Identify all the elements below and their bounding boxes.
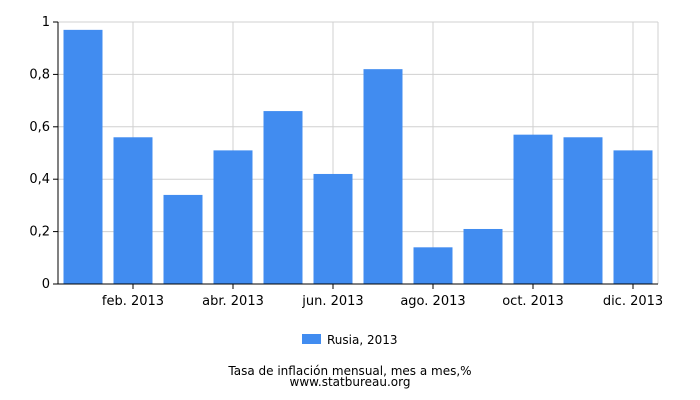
bar [313, 173, 353, 284]
x-tick-label: dic. 2013 [603, 294, 663, 309]
y-tick-label: 0 [42, 277, 50, 292]
bar [563, 137, 603, 284]
y-tick-labels: 0 0,2 0,4 0,6 0,8 1 [29, 15, 50, 292]
y-tick-label: 0,4 [29, 172, 50, 187]
bar [163, 194, 203, 284]
bar [413, 247, 453, 284]
bar [63, 29, 103, 284]
legend: Rusia, 2013 [302, 333, 398, 347]
y-tick-label: 0,2 [29, 225, 50, 240]
bar [213, 150, 253, 284]
legend-swatch [302, 334, 321, 344]
legend-label: Rusia, 2013 [327, 333, 398, 347]
bar [513, 134, 553, 284]
chart-caption: Tasa de inflación mensual, mes a mes,% [227, 364, 471, 378]
y-tick-label: 1 [42, 15, 50, 30]
bar [463, 228, 503, 284]
bar [263, 111, 303, 284]
x-tick-label: ago. 2013 [400, 294, 465, 309]
x-tick-label: feb. 2013 [102, 294, 164, 309]
grid [58, 21, 659, 285]
bar [363, 69, 403, 284]
y-tick-label: 0,6 [29, 120, 50, 135]
x-tick-label: jun. 2013 [301, 294, 363, 309]
y-tick-label: 0,8 [29, 67, 50, 82]
source-caption: www.statbureau.org [290, 375, 411, 389]
x-tick-label: oct. 2013 [502, 294, 564, 309]
bar [113, 137, 153, 284]
x-tick-labels: feb. 2013 abr. 2013 jun. 2013 ago. 2013 oct.… [102, 294, 663, 309]
bars [63, 29, 653, 284]
axes [53, 21, 658, 289]
bar [613, 150, 653, 284]
x-tick-label: abr. 2013 [202, 294, 264, 309]
